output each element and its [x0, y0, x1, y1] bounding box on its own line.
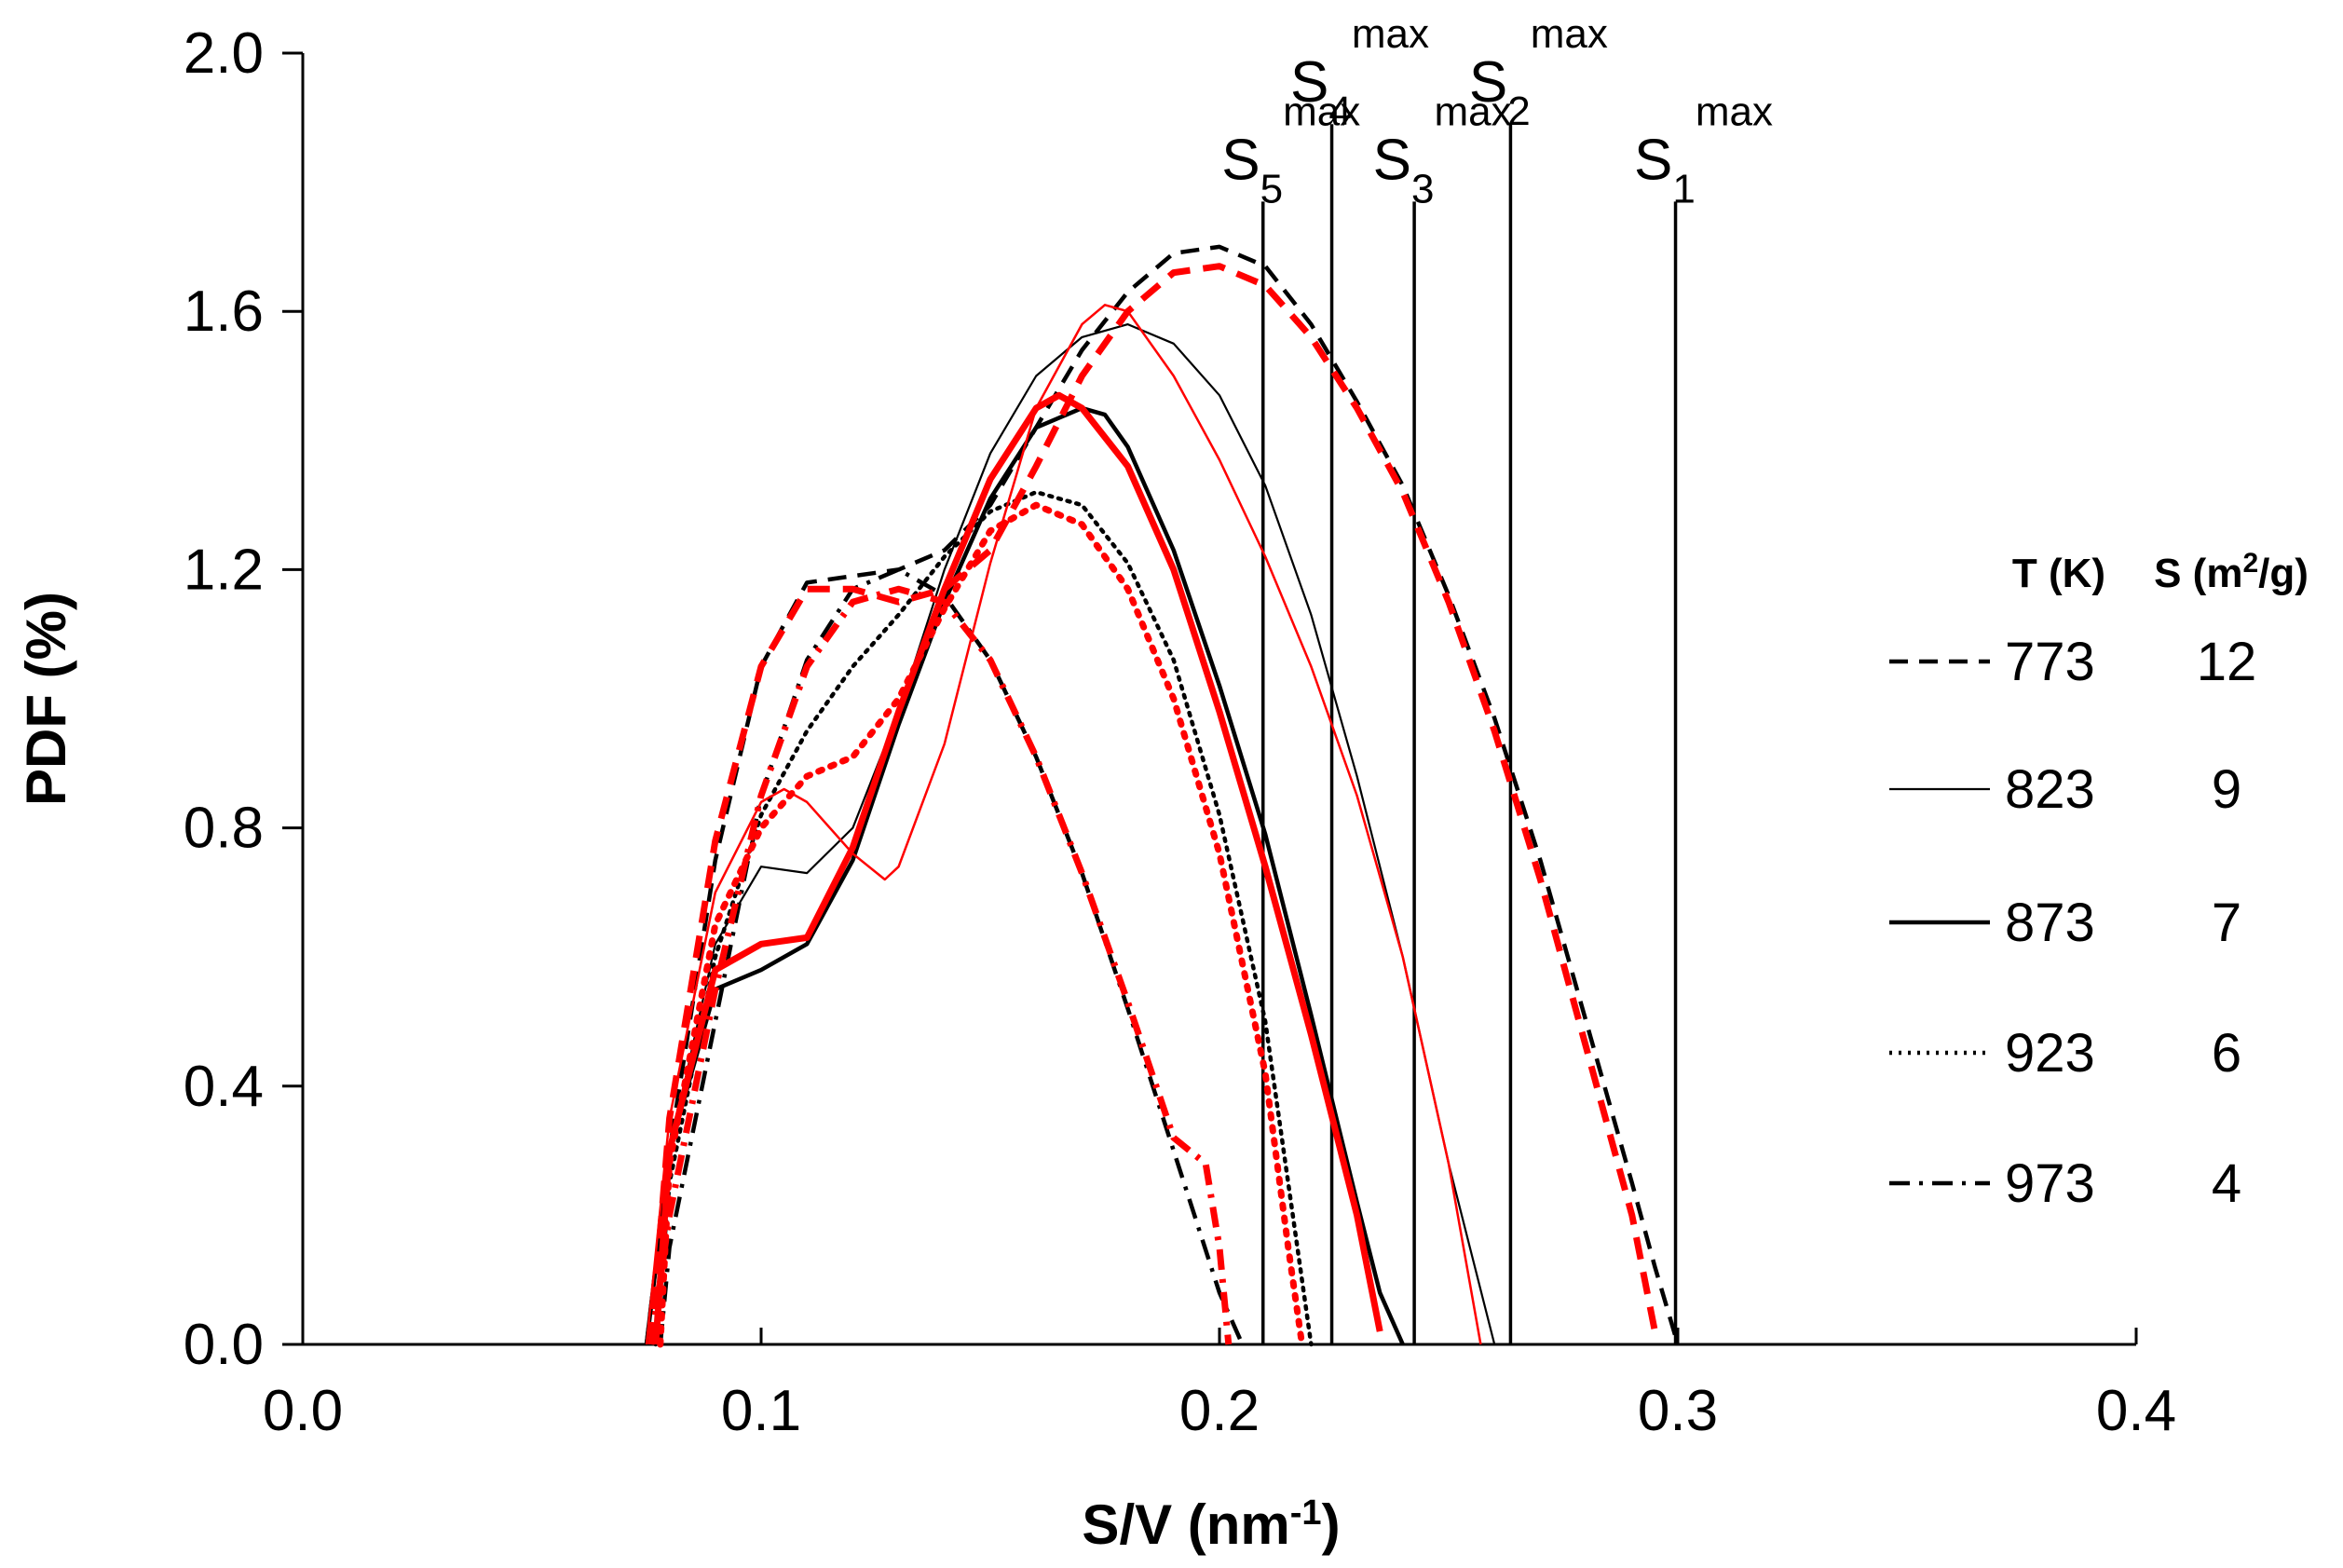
smax-label-1: S1max — [1634, 89, 1773, 211]
x-axis-title-sup: -1 — [1290, 1493, 1322, 1533]
y-axis-title: PDF (%) — [15, 592, 77, 806]
smax-label-base: S — [1373, 128, 1411, 192]
smax-label-sup: max — [1531, 11, 1608, 57]
smax-label-sub: 5 — [1260, 166, 1283, 211]
smax-label-sub: 4 — [1328, 89, 1351, 134]
legend-temp-773: 773 — [2005, 632, 2095, 692]
smax-label-3: S3max — [1373, 89, 1512, 211]
legend-area-973: 4 — [2212, 1153, 2241, 1214]
legend-header-s-sup: 2 — [2242, 548, 2258, 579]
y-tick-label: 0.0 — [184, 1313, 264, 1377]
x-tick-label: 0.0 — [263, 1379, 343, 1443]
series — [644, 244, 1681, 1348]
smax-label-2: S2max — [1469, 11, 1608, 134]
legend-area-923: 6 — [2212, 1023, 2241, 1084]
smax-label-sub: 1 — [1672, 166, 1695, 211]
smax-label-base: S — [1469, 50, 1507, 115]
y-tick-label: 1.2 — [184, 538, 264, 602]
legend-temp-923: 923 — [2005, 1023, 2095, 1084]
smax-label-sup: max — [1434, 89, 1511, 134]
y-tick-label: 1.6 — [184, 280, 264, 344]
x-axis-title-main: S/V (nm — [1082, 1493, 1289, 1556]
smax-label-sup: max — [1352, 11, 1429, 57]
x-tick-label: 0.4 — [2096, 1379, 2176, 1443]
y-tick-label: 0.4 — [184, 1055, 264, 1119]
series-line-823-black — [645, 323, 1496, 1345]
x-axis-title-end: ) — [1322, 1493, 1341, 1556]
legend-area-773: 12 — [2197, 632, 2257, 692]
ticks: 0.0 0.4 0.8 1.2 1.6 2.0 0.0 0.1 0.2 0.3 0.4 — [184, 21, 2176, 1443]
smax-label-4: S4max — [1290, 11, 1429, 134]
legend-header-s-end: /g) — [2258, 551, 2309, 596]
series-line-873-red — [652, 391, 1383, 1345]
x-tick-label: 0.1 — [721, 1379, 801, 1443]
y-tick-label: 2.0 — [184, 21, 264, 86]
legend-area-823: 9 — [2212, 759, 2241, 820]
series-line-773-red — [647, 263, 1658, 1345]
legend-header-t: T (K) — [2012, 551, 2105, 596]
series-line-923-red — [657, 501, 1306, 1348]
legend-temp-823: 823 — [2005, 759, 2095, 820]
smax-label-sup: max — [1696, 89, 1773, 134]
x-tick-label: 0.2 — [1179, 1379, 1260, 1443]
legend-area-873: 7 — [2212, 893, 2241, 953]
series-line-773-black — [644, 244, 1681, 1345]
x-axis-title: S/V (nm-1) — [1082, 1493, 1340, 1556]
legend-temp-973: 973 — [2005, 1153, 2095, 1214]
smax-label-5: S5max — [1221, 89, 1360, 211]
y-tick-label: 0.8 — [184, 797, 264, 861]
x-tick-label: 0.3 — [1638, 1379, 1718, 1443]
legend-entries: 773 12 823 9 873 7 923 6 973 4 — [1889, 632, 2256, 1214]
legend-header-s: S (m2/g) — [2154, 548, 2309, 597]
legend: T (K) S (m2/g) 773 12 823 9 873 7 923 6 973 4 — [1889, 548, 2309, 1214]
series-line-873-black — [644, 405, 1405, 1345]
series-line-973-red — [647, 585, 1233, 1345]
smax-label-base: S — [1634, 128, 1672, 192]
smax-label-sub: 3 — [1411, 166, 1434, 211]
smax-label-base: S — [1221, 128, 1260, 192]
smax-label-sup: max — [1283, 89, 1360, 134]
smax-label-sub: 2 — [1507, 89, 1530, 134]
smax-label-base: S — [1290, 50, 1328, 115]
legend-temp-873: 873 — [2005, 893, 2095, 953]
series-line-973-black — [658, 567, 1245, 1345]
legend-header-s-main: S (m — [2154, 551, 2242, 596]
